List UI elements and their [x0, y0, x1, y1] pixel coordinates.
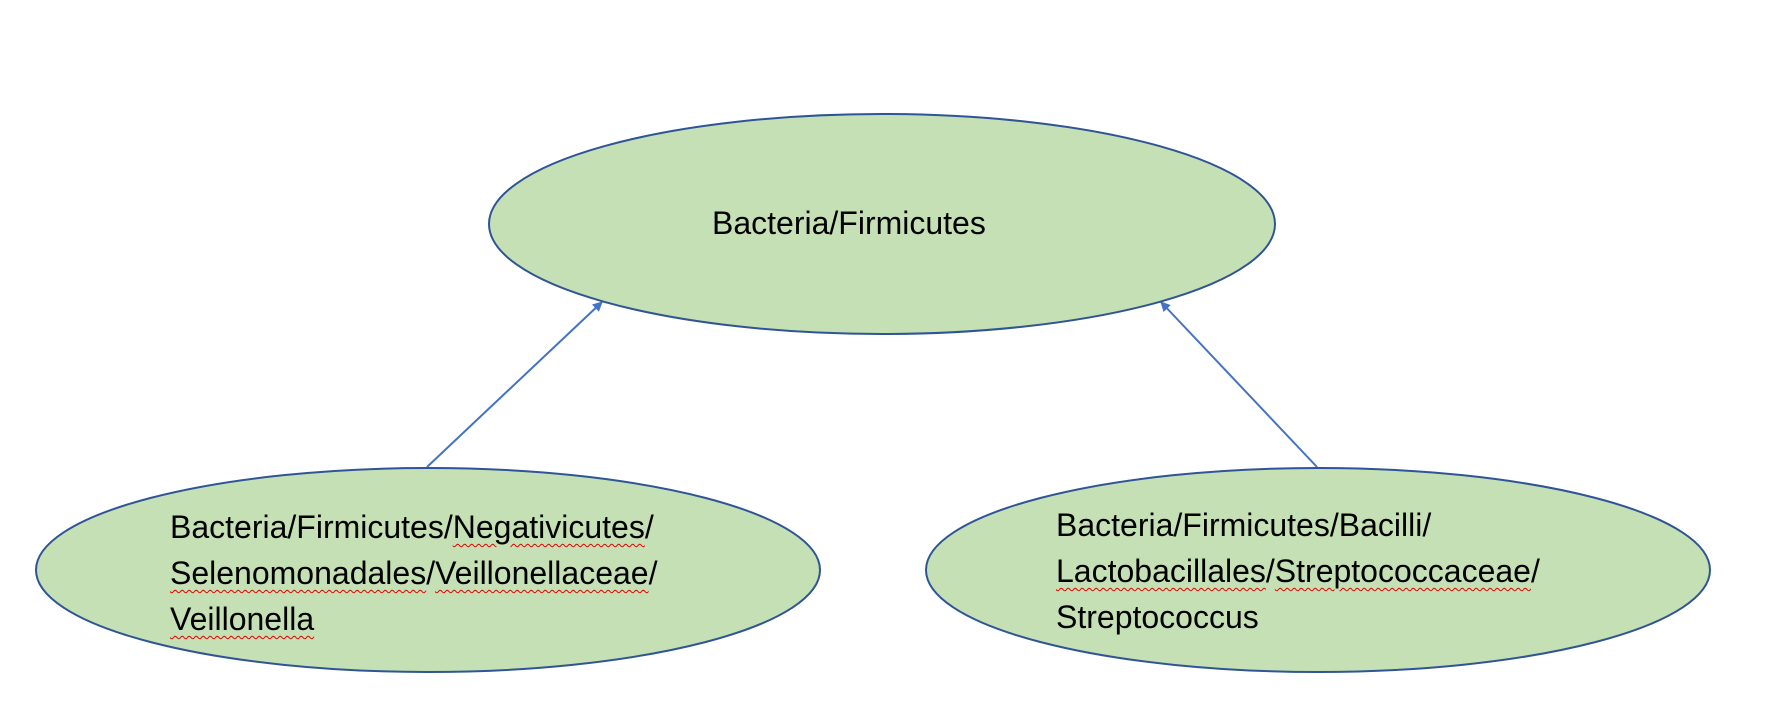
left-label-line: Selenomonadales/Veillonellaceae/	[170, 550, 657, 596]
spellcheck-flagged-word: Lactobacillales	[1056, 553, 1266, 589]
root-node	[488, 113, 1276, 335]
right-node-label: Bacteria/Firmicutes/Bacilli/Lactobacilla…	[1056, 502, 1540, 640]
left-node	[35, 467, 821, 673]
right-label-line: Bacteria/Firmicutes/Bacilli/	[1056, 502, 1540, 548]
left-label-line: Veillonella	[170, 596, 657, 642]
label-text: Bacteria/Firmicutes/	[170, 509, 453, 545]
spellcheck-flagged-word: Selenomonadales	[170, 555, 427, 591]
spellcheck-flagged-word: Veillonellaceae	[435, 555, 649, 591]
label-text: /	[426, 555, 436, 591]
spellcheck-flagged-word: Veillonella	[170, 601, 315, 637]
right-node	[925, 467, 1711, 673]
label-text: /	[1530, 553, 1540, 589]
left-label-line: Bacteria/Firmicutes/Negativicutes/	[170, 504, 657, 550]
edge-right-to-root	[1160, 301, 1318, 468]
label-text: /	[644, 509, 654, 545]
label-text: Bacteria/Firmicutes/Bacilli/	[1056, 507, 1432, 543]
root-node-label: Bacteria/Firmicutes	[712, 205, 986, 241]
right-label-line: Lactobacillales/Streptococcaceae/	[1056, 548, 1540, 594]
right-label-line: Streptococcus	[1056, 594, 1540, 640]
label-text: Streptococcus	[1056, 599, 1259, 635]
left-node-label: Bacteria/Firmicutes/Negativicutes/Seleno…	[170, 504, 657, 642]
spellcheck-flagged-word: Negativicutes	[452, 509, 645, 545]
edge-left-to-root	[426, 301, 603, 468]
spellcheck-flagged-word: Streptococcaceae	[1274, 553, 1531, 589]
label-text: /	[648, 555, 658, 591]
label-text: /	[1265, 553, 1275, 589]
